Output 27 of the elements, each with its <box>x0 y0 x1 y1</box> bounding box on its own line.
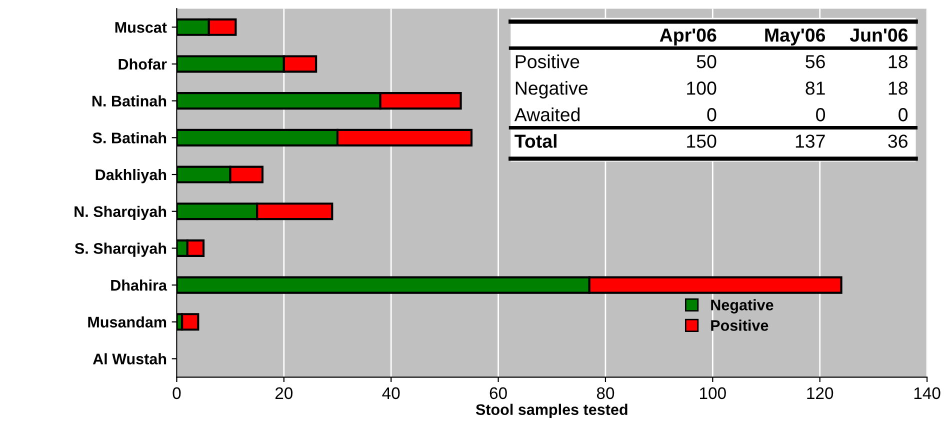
x-axis-title: Stool samples tested <box>476 404 628 418</box>
y-tick-label: S. Batinah <box>92 132 166 144</box>
text: Apr'06 May'06 Jun'06 <box>660 28 908 46</box>
x-tick-label: 140 <box>914 387 940 400</box>
bar <box>181 313 200 331</box>
y-tick-label: S. Sharqiyah <box>74 242 166 257</box>
text: Awaited 0 0 0 <box>514 108 908 122</box>
x-tick-label: 80 <box>596 387 614 400</box>
x-tick-label: 40 <box>382 387 400 400</box>
text: Negative 100 81 18 <box>516 81 908 99</box>
x-tick-label: 20 <box>275 387 293 400</box>
y-tick-label: Dakhliyah <box>96 168 166 184</box>
legend-label: Positive <box>711 320 768 331</box>
y-tick-label: Musandam <box>88 316 166 328</box>
legend-label: Negative <box>711 299 774 314</box>
text: Positive 50 56 18 <box>516 54 908 68</box>
y-tick-label: N. Sharqiyah <box>74 206 166 220</box>
y-tick-label: Dhahira <box>111 280 168 291</box>
text: Total 150 137 36 <box>514 134 908 148</box>
x-tick-label: 100 <box>700 387 726 400</box>
x-tick-label: 60 <box>490 387 507 400</box>
y-tick-label: Dhofar <box>118 58 167 70</box>
y-tick-label: Muscat <box>115 22 167 33</box>
x-tick-label: 0 <box>172 387 181 400</box>
x-tick-label: 120 <box>807 387 834 400</box>
y-tick-label: Al Wustah <box>92 353 166 364</box>
y-tick-label: N. Batinah <box>92 95 166 107</box>
